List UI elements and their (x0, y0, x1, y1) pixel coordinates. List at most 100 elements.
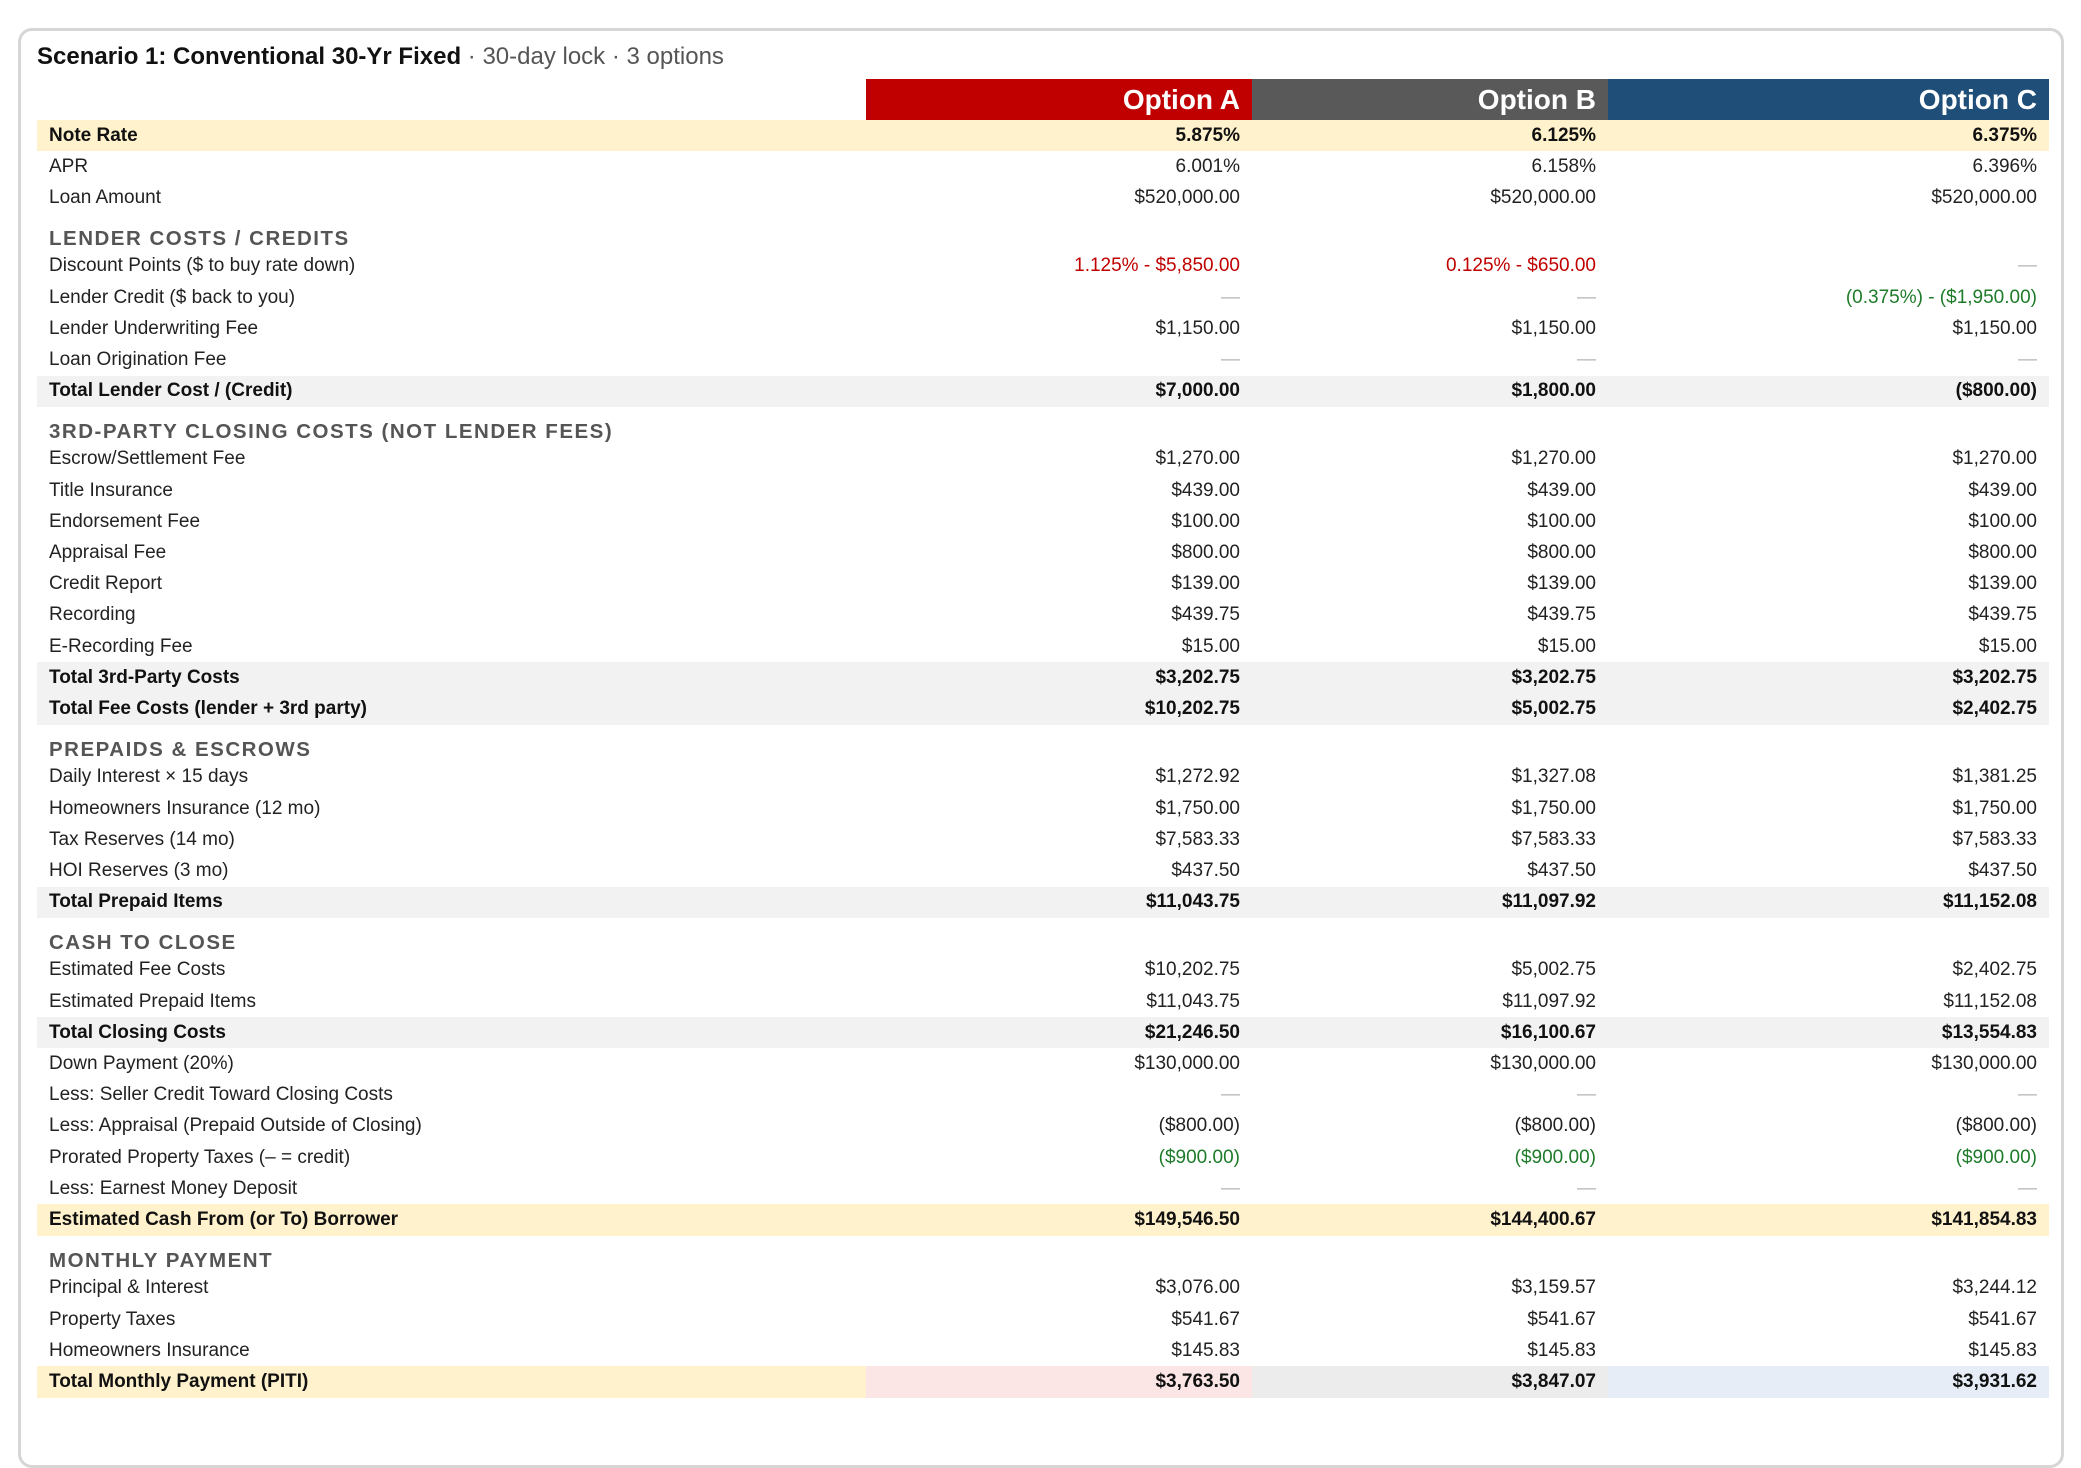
value-option-c: 6.375% (1608, 120, 2049, 152)
value-option-b: $139.00 (1527, 573, 1596, 595)
value-option-b: — (1577, 1084, 1596, 1106)
value-option-b: $1,327.08 (1511, 766, 1596, 788)
row-prorated-taxes: Prorated Property Taxes (– = credit) ($9… (37, 1142, 2049, 1173)
row-label: Estimated Prepaid Items (49, 990, 256, 1012)
row-label: Recording (49, 604, 136, 626)
value-option-a: — (1221, 1084, 1240, 1106)
value-option-a: $10,202.75 (1144, 959, 1240, 981)
value-option-c: $3,244.12 (1952, 1277, 2037, 1299)
row-daily-interest: Daily Interest × 15 days $1,272.92 $1,32… (37, 762, 2049, 793)
value-option-c: ($800.00) (1955, 1115, 2037, 1137)
value-option-a: $7,583.33 (1155, 828, 1240, 850)
value-option-a: $3,076.00 (1155, 1277, 1240, 1299)
value-option-b: 0.125% - $650.00 (1445, 255, 1596, 277)
row-label: Homeowners Insurance (12 mo) (49, 797, 321, 819)
row-label: Property Taxes (49, 1308, 176, 1330)
row-label: Endorsement Fee (49, 510, 201, 532)
row-label: Estimated Cash From (or To) Borrower (37, 1204, 866, 1236)
value-option-b: 6.158% (1531, 155, 1596, 177)
row-est-fee-costs: Estimated Fee Costs $10,202.75 $5,002.75… (37, 955, 2049, 986)
row-total-fee-costs: Total Fee Costs (lender + 3rd party) $10… (37, 693, 2049, 725)
value-option-a: — (1221, 1177, 1240, 1199)
row-label: Credit Report (49, 573, 162, 595)
row-apr: APR 6.001% 6.158% 6.396% (37, 151, 2049, 182)
value-option-b: ($900.00) (1514, 1146, 1596, 1168)
value-option-c: $3,202.75 (1608, 662, 2049, 694)
value-option-b: $520,000.00 (1490, 186, 1596, 208)
value-option-a: $10,202.75 (866, 693, 1252, 725)
row-label: Loan Origination Fee (49, 348, 227, 370)
row-label: Principal & Interest (49, 1277, 209, 1299)
value-option-a: $149,546.50 (866, 1204, 1252, 1236)
value-option-a: $11,043.75 (1146, 990, 1240, 1012)
value-option-a: — (1221, 348, 1240, 370)
value-option-a: $800.00 (1171, 542, 1240, 564)
option-a-header: Option A (866, 79, 1252, 120)
row-label: Less: Seller Credit Toward Closing Costs (49, 1084, 393, 1106)
row-label: Prorated Property Taxes (– = credit) (49, 1146, 351, 1168)
row-label: Homeowners Insurance (49, 1339, 250, 1361)
value-option-c: $1,750.00 (1952, 797, 2037, 819)
row-endorsement-fee: Endorsement Fee $100.00 $100.00 $100.00 (37, 506, 2049, 537)
value-option-a: 6.001% (1175, 155, 1240, 177)
value-option-c: $11,152.08 (1608, 886, 2049, 918)
section-heading: PREPAIDS & ESCROWS (49, 737, 312, 761)
value-option-a: $1,272.92 (1155, 766, 1240, 788)
row-total-monthly-payment: Total Monthly Payment (PITI) $3,763.50 $… (37, 1366, 2049, 1398)
value-option-b: — (1577, 348, 1596, 370)
value-option-a: $3,763.50 (866, 1366, 1252, 1398)
value-option-c: $145.83 (1968, 1339, 2037, 1361)
scenario-title: Scenario 1: Conventional 30-Yr Fixed · 3… (37, 42, 724, 72)
value-option-a: 5.875% (866, 120, 1252, 152)
value-option-a: $100.00 (1171, 510, 1240, 532)
value-option-c: ($800.00) (1608, 375, 2049, 407)
row-title-insurance: Title Insurance $439.00 $439.00 $439.00 (37, 475, 2049, 506)
value-option-b: $3,202.75 (1252, 662, 1608, 694)
value-option-a: $520,000.00 (1134, 186, 1240, 208)
value-option-c: $520,000.00 (1931, 186, 2037, 208)
value-option-a: $1,150.00 (1155, 317, 1240, 339)
value-option-c: $439.75 (1968, 604, 2037, 626)
section-heading: LENDER COSTS / CREDITS (49, 226, 350, 250)
row-hoi-reserves: HOI Reserves (3 mo) $437.50 $437.50 $437… (37, 855, 2049, 886)
value-option-b: — (1577, 286, 1596, 308)
value-option-b: 6.125% (1252, 120, 1608, 152)
value-option-c: $1,150.00 (1952, 317, 2037, 339)
value-option-c: — (2018, 348, 2037, 370)
value-option-c: ($900.00) (1955, 1146, 2037, 1168)
value-option-c: $7,583.33 (1952, 828, 2037, 850)
row-recording: Recording $439.75 $439.75 $439.75 (37, 600, 2049, 631)
value-option-b: $1,270.00 (1511, 448, 1596, 470)
row-total-lender-cost: Total Lender Cost / (Credit) $7,000.00 $… (37, 375, 2049, 407)
value-option-b: $11,097.92 (1502, 990, 1596, 1012)
value-option-c: $439.00 (1968, 479, 2037, 501)
section-heading: MONTHLY PAYMENT (49, 1248, 274, 1272)
row-origination-fee: Loan Origination Fee — — — (37, 344, 2049, 375)
value-option-c: $13,554.83 (1608, 1017, 2049, 1049)
row-label: Total Prepaid Items (37, 886, 866, 918)
row-total-third-party: Total 3rd-Party Costs $3,202.75 $3,202.7… (37, 662, 2049, 694)
value-option-c: $541.67 (1968, 1308, 2037, 1330)
section-prepaids: PREPAIDS & ESCROWS (37, 725, 2049, 762)
row-label: Note Rate (37, 120, 866, 152)
row-label: Total Lender Cost / (Credit) (37, 375, 866, 407)
value-option-c: $11,152.08 (1943, 990, 2037, 1012)
value-option-a: $541.67 (1171, 1308, 1240, 1330)
row-loan-amount: Loan Amount $520,000.00 $520,000.00 $520… (37, 182, 2049, 213)
row-credit-report: Credit Report $139.00 $139.00 $139.00 (37, 569, 2049, 600)
value-option-b: $5,002.75 (1511, 959, 1596, 981)
value-option-b: $144,400.67 (1252, 1204, 1608, 1236)
value-option-a: ($900.00) (1158, 1146, 1240, 1168)
header-row: Option A Option B Option C (37, 79, 2049, 120)
row-label: Estimated Fee Costs (49, 959, 226, 981)
value-option-b: $439.75 (1527, 604, 1596, 626)
row-estimated-cash: Estimated Cash From (or To) Borrower $14… (37, 1204, 2049, 1236)
row-homeowners-insurance: Homeowners Insurance $145.83 $145.83 $14… (37, 1335, 2049, 1366)
row-label: HOI Reserves (3 mo) (49, 859, 229, 881)
section-monthly-payment: MONTHLY PAYMENT (37, 1236, 2049, 1273)
value-option-a: $11,043.75 (866, 886, 1252, 918)
row-escrow-fee: Escrow/Settlement Fee $1,270.00 $1,270.0… (37, 444, 2049, 475)
row-total-prepaid: Total Prepaid Items $11,043.75 $11,097.9… (37, 886, 2049, 918)
value-option-b: — (1577, 1177, 1596, 1199)
row-label: Tax Reserves (14 mo) (49, 828, 235, 850)
